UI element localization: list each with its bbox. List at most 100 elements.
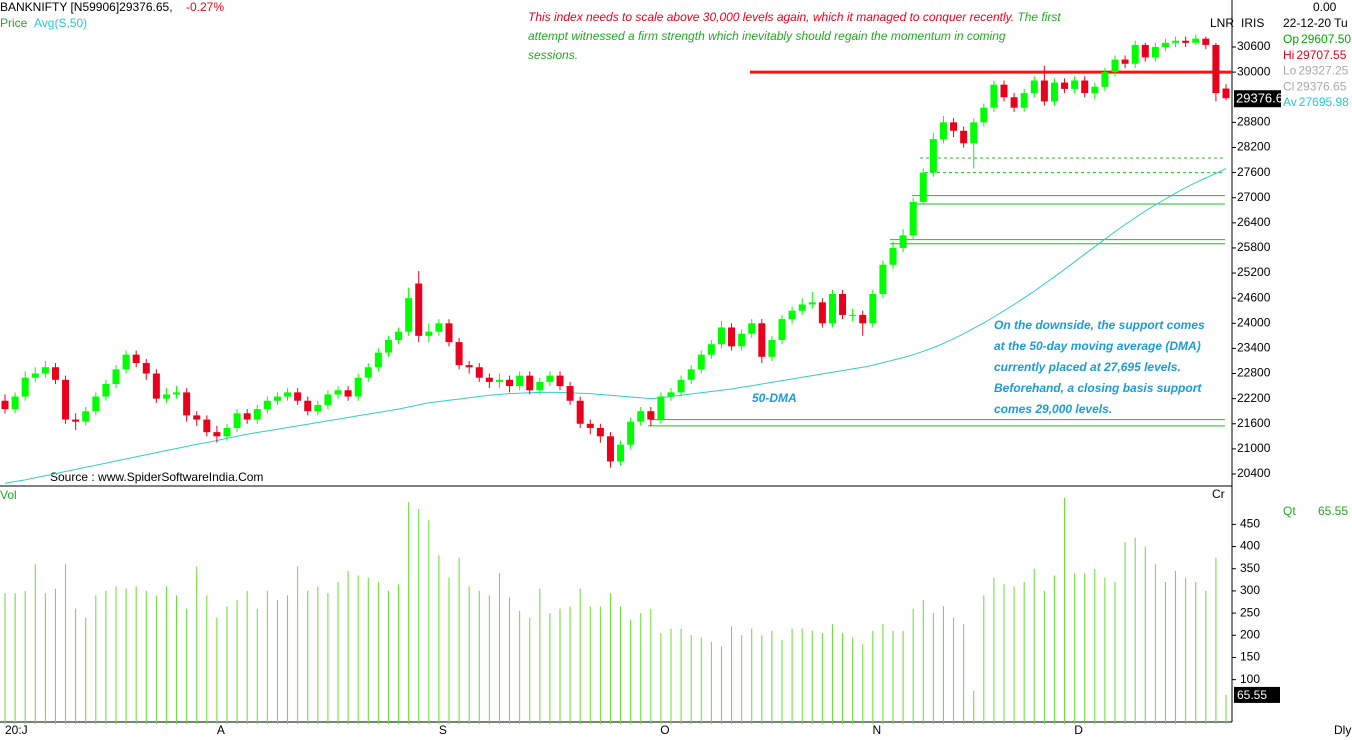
info-row: Av 27695.98 — [1283, 95, 1349, 109]
candle-body — [758, 323, 766, 357]
candle-body — [435, 323, 443, 332]
candle-body — [1222, 88, 1230, 99]
y-tick-label: 24000 — [1237, 315, 1271, 329]
candle-body — [546, 375, 554, 382]
candle-body — [960, 130, 968, 144]
candle-body — [1151, 47, 1159, 58]
candle-body — [253, 409, 261, 420]
annotation-text: at the 50-day moving average (DMA) — [994, 339, 1201, 353]
x-tick-label: S — [439, 723, 447, 737]
candle-body — [970, 122, 978, 144]
candle-body — [919, 172, 927, 202]
info-row: Hi 29707.55 — [1283, 48, 1347, 62]
y-tick-label: 22800 — [1237, 366, 1271, 380]
candle-body — [637, 411, 645, 422]
candle-body — [566, 386, 574, 401]
candle-body — [1061, 82, 1069, 89]
candle-body — [748, 323, 756, 334]
date: 22-12-20 Tu — [1283, 16, 1348, 30]
annotation-line: sessions. — [528, 48, 578, 62]
info-row: Lo 29327.25 — [1283, 64, 1349, 78]
candle-body — [384, 340, 392, 353]
candle-body — [869, 293, 877, 324]
candle-body — [273, 396, 281, 401]
candle-body — [687, 369, 695, 380]
candle-body — [1091, 86, 1099, 94]
info-value: 29607.50 — [1301, 32, 1351, 46]
candle-body — [465, 365, 473, 368]
candle-body — [72, 419, 80, 422]
candle-body — [11, 396, 19, 410]
change: -0.27% — [186, 0, 224, 14]
candle-body — [1202, 38, 1210, 45]
annotation-text: On the downside, the support comes — [994, 318, 1205, 332]
volume-tag — [1234, 686, 1280, 703]
y-tick-label: 30600 — [1237, 39, 1271, 53]
candle-body — [485, 377, 493, 382]
candle-body — [526, 375, 534, 391]
candle-body — [717, 327, 725, 345]
candle-body — [374, 352, 382, 368]
annotation-text: currently placed at 27,695 levels. — [994, 360, 1181, 374]
annotation-text: comes 29,000 levels. — [994, 402, 1112, 416]
annotation-text: Beforehand, a closing basis support — [994, 381, 1202, 395]
candle-body — [455, 342, 463, 366]
info-value: 29327.25 — [1298, 64, 1348, 78]
candle-body — [92, 396, 100, 412]
ma-line — [4, 168, 1227, 484]
candle-body — [263, 400, 271, 410]
candle-body — [334, 390, 342, 395]
info-label: Lo — [1283, 64, 1297, 78]
candle-body — [294, 392, 302, 401]
candle-body — [1212, 44, 1220, 94]
annotation-line: at the 50-day moving average (DMA) — [994, 339, 1201, 353]
info-label: Op — [1283, 32, 1299, 46]
candle-body — [213, 432, 221, 437]
candle-body — [728, 327, 736, 347]
y-tick-label: 25200 — [1237, 265, 1271, 279]
candle-body — [82, 411, 90, 422]
qt-label: Qt — [1283, 504, 1296, 518]
candle-body — [929, 139, 937, 173]
candle-body — [21, 377, 29, 397]
candle-body — [324, 394, 332, 405]
candle-body — [223, 427, 231, 437]
candle-body — [586, 423, 594, 428]
price-tag — [1234, 90, 1281, 108]
candle-body — [1040, 80, 1048, 102]
candle-body — [284, 392, 292, 397]
info-label: Cl — [1283, 80, 1294, 94]
candle-body — [939, 122, 947, 140]
candle-body — [1182, 40, 1190, 43]
candle-body — [647, 411, 655, 420]
annotation-line: currently placed at 27,695 levels. — [994, 360, 1181, 374]
candle-body — [1101, 72, 1109, 87]
candle-body — [354, 377, 362, 397]
annotation-line: This index needs to scale above 30,000 l… — [528, 10, 1061, 24]
annotation-text: attempt witnessed a firm strength which … — [528, 29, 1006, 43]
y-tick-label: 20400 — [1237, 466, 1271, 480]
candle-body — [395, 331, 403, 341]
top-label: LNR — [1210, 16, 1234, 30]
y-tick-label: 28200 — [1237, 140, 1271, 154]
candle-body — [980, 107, 988, 123]
timeframe: Dly — [1334, 723, 1351, 737]
corner-value: 0.00 — [1313, 0, 1337, 14]
annotation-line: comes 29,000 levels. — [994, 402, 1112, 416]
info-value: 27695.98 — [1299, 95, 1349, 109]
candle-body — [859, 314, 867, 324]
candle-body — [62, 379, 70, 420]
annotation-text: sessions. — [528, 48, 578, 62]
volume-label: Vol — [0, 488, 17, 502]
candle-body — [798, 304, 806, 311]
candle-body — [193, 415, 201, 420]
candle-body — [516, 375, 524, 387]
annotation-text: The first — [1014, 10, 1061, 24]
info-row: Op 29607.50 — [1283, 32, 1351, 46]
volume-tick-label: 400 — [1240, 539, 1260, 553]
candle-body — [152, 373, 160, 399]
x-tick-label: D — [1074, 723, 1083, 737]
y-tick-label: 30000 — [1237, 64, 1271, 78]
candle-body — [849, 314, 857, 316]
